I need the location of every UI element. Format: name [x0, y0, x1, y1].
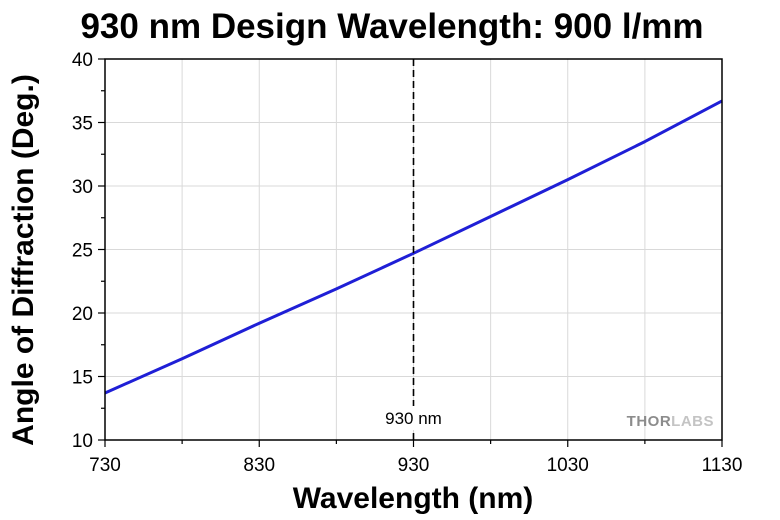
annotation-label-bg — [375, 406, 452, 430]
x-tick-label: 1130 — [702, 455, 743, 476]
x-tick-label: 730 — [89, 455, 121, 476]
svg-text:THORLABS: THORLABS — [627, 413, 714, 430]
y-tick-label: 10 — [72, 431, 93, 452]
x-tick-label: 930 — [398, 455, 430, 476]
watermark-thor: THOR — [627, 413, 672, 430]
series-layer — [104, 99, 723, 395]
ticks: 730 830 930 1030 1130 10 15 20 25 30 35 40 — [72, 50, 743, 476]
y-tick-label: 15 — [72, 368, 93, 389]
watermark-labs: LABS — [671, 413, 714, 430]
y-tick-label: 20 — [72, 304, 93, 325]
series-line — [104, 99, 723, 395]
watermark: THORLABS — [627, 413, 714, 430]
x-tick-label: 830 — [243, 455, 275, 476]
y-tick-label: 25 — [72, 241, 93, 262]
annotation-layer: 930 nm — [375, 59, 452, 440]
y-tick-label: 35 — [72, 114, 93, 135]
annotation-label: 930 nm — [385, 409, 442, 428]
x-tick-label: 1030 — [547, 455, 589, 476]
chart-title: 930 nm Design Wavelength: 900 l/mm — [80, 7, 703, 46]
y-tick-label: 30 — [72, 177, 93, 198]
x-axis-title: Wavelength (nm) — [293, 482, 534, 515]
y-axis-title: Angle of Diffraction (Deg.) — [7, 74, 40, 446]
y-tick-label: 40 — [72, 50, 93, 71]
